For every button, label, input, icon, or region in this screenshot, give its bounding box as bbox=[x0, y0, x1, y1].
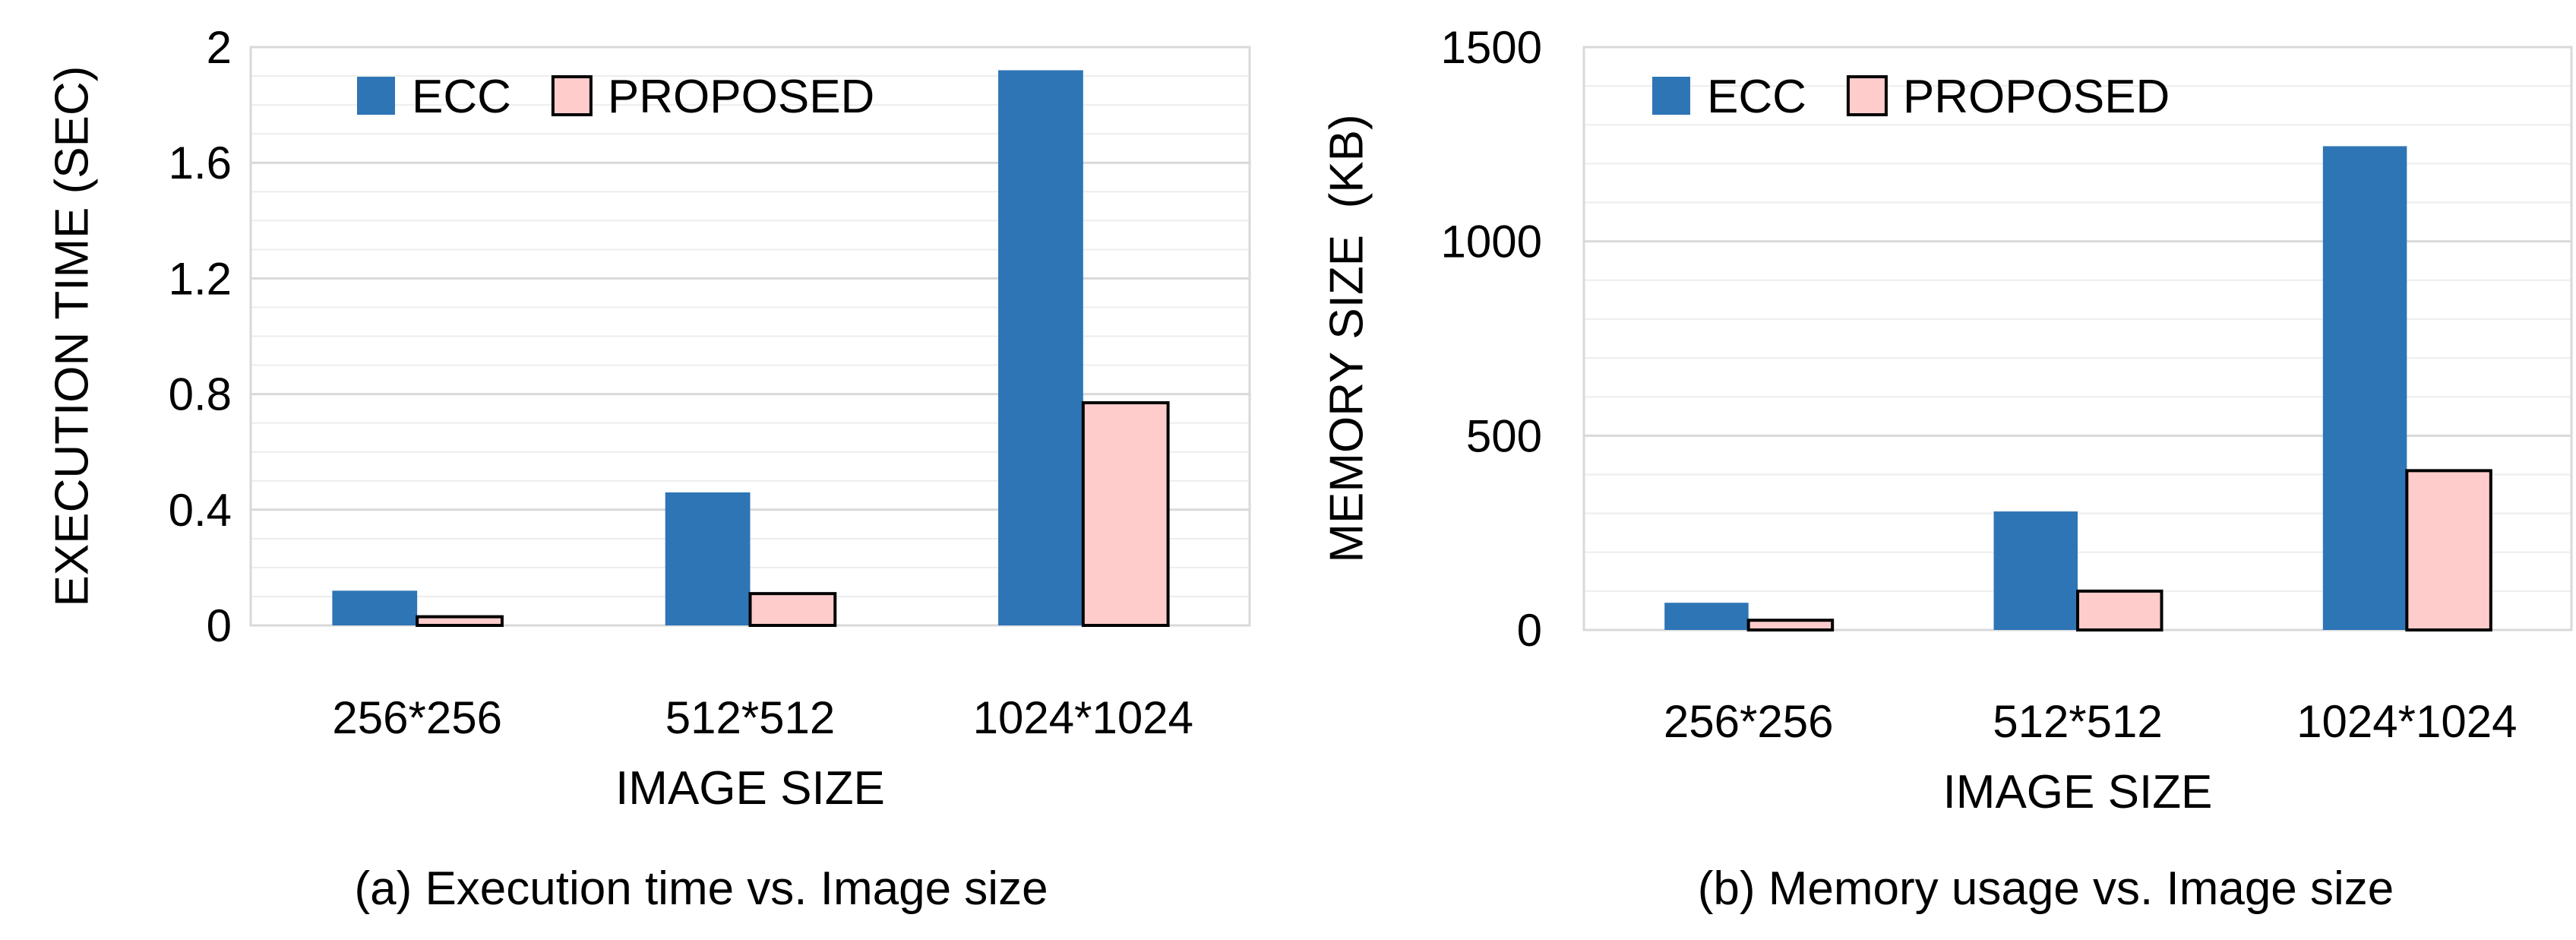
legend-label-proposed: PROPOSED bbox=[1903, 71, 2170, 123]
bar-proposed-512x512 bbox=[748, 592, 837, 628]
y-tick-label: 1.2 bbox=[169, 253, 232, 304]
legend-a: ECC PROPOSED bbox=[357, 71, 874, 123]
x-ticks-a: 256*256 512*512 1024*1024 bbox=[332, 692, 1193, 743]
x-tick-label: 1024*1024 bbox=[2296, 696, 2517, 747]
bar-ecc-256x256 bbox=[332, 590, 418, 625]
y-tick-label: 1500 bbox=[1441, 22, 1542, 73]
caption-b: (b) Memory usage vs. Image size bbox=[1698, 862, 2394, 915]
y-tick-label: 1.6 bbox=[169, 138, 232, 188]
x-tick-label: 512*512 bbox=[665, 692, 836, 743]
bar-proposed-1024x1024 bbox=[2405, 469, 2492, 631]
y-tick-label: 0 bbox=[207, 600, 232, 651]
x-axis-title-a: IMAGE SIZE bbox=[615, 762, 885, 815]
legend-b: ECC PROPOSED bbox=[1652, 71, 2170, 123]
x-ticks-b: 256*256 512*512 1024*1024 bbox=[1664, 696, 2518, 747]
bar-proposed-256x256 bbox=[416, 615, 504, 628]
legend-swatch-ecc bbox=[1652, 77, 1690, 115]
y-tick-label: 0 bbox=[1517, 605, 1542, 656]
y-tick-label: 0.8 bbox=[169, 369, 232, 420]
y-tick-label: 500 bbox=[1466, 410, 1542, 461]
y-tick-label: 2 bbox=[207, 22, 232, 73]
x-tick-label: 256*256 bbox=[332, 692, 502, 743]
y-tick-label: 0.4 bbox=[169, 485, 232, 536]
bar-proposed-1024x1024 bbox=[1081, 401, 1170, 627]
caption-a: (a) Execution time vs. Image size bbox=[354, 862, 1048, 915]
legend-swatch-proposed bbox=[551, 75, 593, 116]
bars-a bbox=[332, 70, 1170, 628]
legend-label-ecc: ECC bbox=[412, 71, 511, 123]
y-axis-title-b: MEMORY SIZE (KB) bbox=[1321, 114, 1373, 562]
x-axis-title-b: IMAGE SIZE bbox=[1943, 766, 2213, 818]
y-ticks-b: 0 500 1000 1500 bbox=[1441, 22, 1542, 656]
y-tick-label: 1000 bbox=[1441, 217, 1542, 267]
x-tick-label: 1024*1024 bbox=[973, 692, 1193, 743]
bar-ecc-256x256 bbox=[1664, 603, 1749, 630]
legend-swatch-ecc bbox=[357, 77, 395, 115]
bar-ecc-1024x1024 bbox=[2322, 146, 2407, 630]
y-ticks-a: 0 0.4 0.8 1.2 1.6 2 bbox=[169, 22, 232, 651]
x-tick-label: 256*256 bbox=[1664, 696, 1834, 747]
bar-proposed-512x512 bbox=[2076, 589, 2164, 631]
bar-ecc-512x512 bbox=[1993, 511, 2078, 630]
chart-memory-size: 0 500 1000 1500 256*256 512*512 1024*1024 ECC… bbox=[1321, 22, 2573, 915]
chart-execution-time: 0 0.4 0.8 1.2 1.6 2 256*256 512*512 1024*1024 E… bbox=[46, 22, 1251, 915]
bar-ecc-512x512 bbox=[665, 492, 751, 625]
bars-b bbox=[1664, 146, 2492, 632]
legend-label-proposed: PROPOSED bbox=[608, 71, 874, 123]
legend-swatch-proposed bbox=[1846, 75, 1888, 116]
y-axis-title-a: EXECUTION TIME (SEC) bbox=[46, 66, 99, 607]
bar-ecc-1024x1024 bbox=[998, 70, 1083, 625]
legend-label-ecc: ECC bbox=[1707, 71, 1806, 123]
x-tick-label: 512*512 bbox=[1993, 696, 2163, 747]
bar-proposed-256x256 bbox=[1746, 619, 1835, 632]
